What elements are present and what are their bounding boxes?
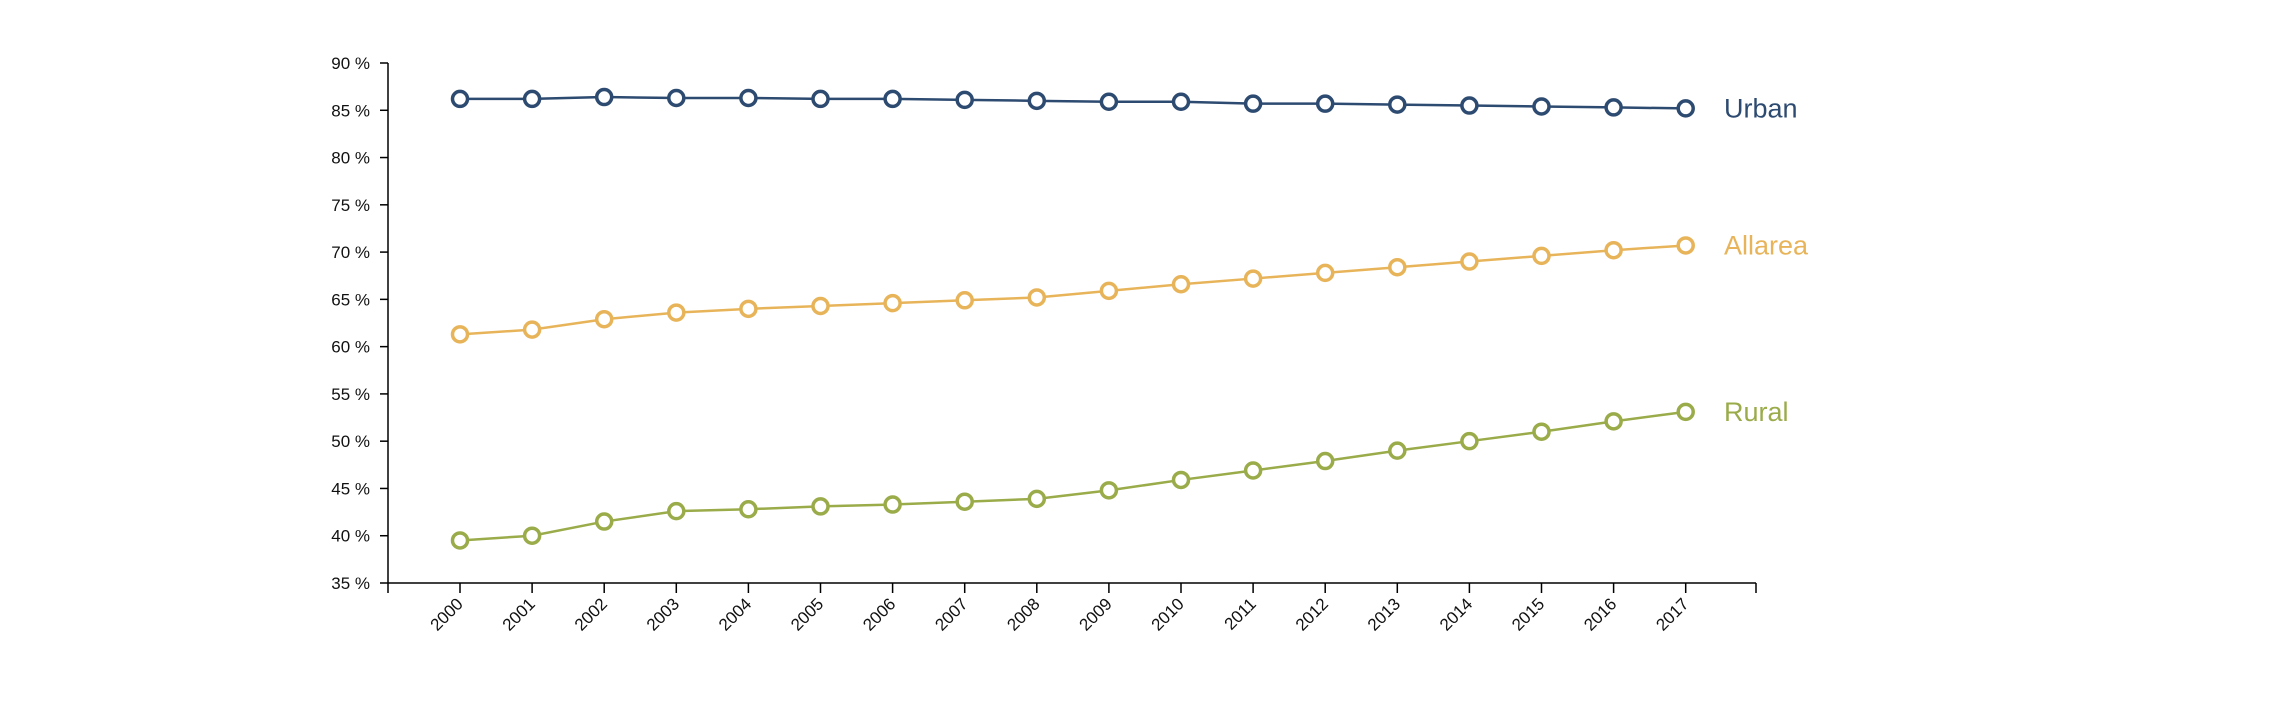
data-point-rural xyxy=(1099,481,1119,500)
y-tick-label: 45 % xyxy=(331,479,370,498)
data-point-allarea xyxy=(1604,240,1623,260)
x-tick-label: 2009 xyxy=(1076,594,1116,634)
data-point-allarea xyxy=(1460,252,1479,271)
x-tick-label: 2014 xyxy=(1436,594,1476,634)
series-lines xyxy=(459,95,1686,542)
data-point-rural xyxy=(1460,431,1479,451)
y-tick-label: 55 % xyxy=(331,385,370,404)
data-point-allarea xyxy=(1243,269,1263,288)
data-point-urban xyxy=(1388,95,1407,114)
data-point-allarea xyxy=(883,293,902,313)
data-point-urban xyxy=(667,88,686,108)
data-point-rural xyxy=(1315,451,1335,471)
series-label-allarea: Allarea xyxy=(1724,230,1809,260)
data-point-rural xyxy=(522,526,542,545)
data-point-rural xyxy=(1388,441,1407,460)
x-tick-label: 2013 xyxy=(1364,594,1404,634)
data-point-allarea xyxy=(522,320,542,339)
x-tick-label: 2007 xyxy=(931,594,971,634)
y-tick-label: 90 % xyxy=(331,54,370,73)
data-point-rural xyxy=(739,500,758,519)
y-tick-label: 80 % xyxy=(331,149,370,168)
data-point-allarea xyxy=(1099,281,1119,301)
x-tick-label: 2002 xyxy=(571,594,611,634)
data-point-rural xyxy=(883,495,902,514)
series-label-rural: Rural xyxy=(1724,397,1789,427)
series-line-urban xyxy=(460,95,1686,110)
data-point-rural xyxy=(811,497,830,516)
data-point-rural xyxy=(594,512,614,531)
series-line-allarea xyxy=(459,244,1686,336)
data-point-urban xyxy=(1532,97,1551,116)
x-tick-label: 2010 xyxy=(1148,594,1188,634)
series-line-rural xyxy=(459,410,1686,542)
data-point-rural xyxy=(450,531,470,550)
data-point-allarea xyxy=(1171,274,1191,294)
data-point-rural xyxy=(1532,422,1551,441)
x-tick-label: 2008 xyxy=(1003,594,1043,634)
x-tick-label: 2005 xyxy=(787,594,827,634)
series-labels: Urban Allarea Rural xyxy=(1724,93,1809,426)
x-tick-label: 2017 xyxy=(1652,594,1692,634)
x-axis: 2000 2001 2002 2003 2004 2005 2006 2007 2008 2009… xyxy=(387,582,1757,635)
y-tick-label: 75 % xyxy=(331,196,370,215)
data-point-urban xyxy=(522,89,542,109)
data-point-urban xyxy=(883,89,902,109)
data-point-allarea xyxy=(594,309,614,329)
data-point-urban xyxy=(955,90,974,110)
data-point-urban xyxy=(1315,94,1335,113)
x-tick-label: 2006 xyxy=(859,594,899,634)
y-tick-label: 60 % xyxy=(331,338,370,357)
data-point-urban xyxy=(594,87,614,107)
data-point-urban xyxy=(450,89,470,109)
data-point-rural xyxy=(1604,412,1623,431)
y-tick-label: 40 % xyxy=(331,527,370,546)
series-label-urban: Urban xyxy=(1724,93,1798,123)
data-point-allarea xyxy=(1388,257,1407,277)
data-point-allarea xyxy=(450,325,470,344)
data-point-rural xyxy=(667,501,686,521)
data-point-allarea xyxy=(1532,246,1551,266)
data-point-urban xyxy=(1099,92,1119,112)
y-tick-label: 65 % xyxy=(331,290,370,309)
data-point-urban xyxy=(739,88,758,108)
data-point-urban xyxy=(1676,99,1695,118)
x-tick-label: 2001 xyxy=(499,594,539,634)
y-axis: 35 % 40 % 45 % 50 % 55 % 60 % 65 % 70 % 75 % 80 %… xyxy=(331,54,389,593)
x-tick-label: 2016 xyxy=(1580,594,1620,634)
data-point-rural xyxy=(1676,402,1695,422)
data-point-allarea xyxy=(1676,236,1695,255)
x-tick-label: 2003 xyxy=(643,594,683,634)
data-point-rural xyxy=(1027,489,1047,509)
y-tick-label: 35 % xyxy=(331,574,370,593)
x-tick-label: 2015 xyxy=(1508,594,1548,634)
data-point-allarea xyxy=(1027,288,1047,307)
data-point-allarea xyxy=(1315,263,1335,283)
data-point-urban xyxy=(1460,96,1479,115)
data-point-rural xyxy=(1243,461,1263,480)
series-points xyxy=(450,87,1695,550)
data-point-urban xyxy=(1027,91,1047,111)
data-point-rural xyxy=(955,492,974,511)
data-point-allarea xyxy=(667,303,686,322)
x-tick-label: 2012 xyxy=(1292,594,1332,634)
data-point-urban xyxy=(1243,94,1263,113)
data-point-urban xyxy=(1171,92,1191,112)
y-tick-label: 85 % xyxy=(331,101,370,120)
y-tick-label: 50 % xyxy=(331,432,370,451)
data-point-urban xyxy=(811,89,830,109)
x-tick-label: 2011 xyxy=(1221,594,1260,633)
x-tick-label: 2004 xyxy=(715,594,755,634)
data-point-allarea xyxy=(955,291,974,310)
y-tick-label: 70 % xyxy=(331,243,370,262)
x-tick-label: 2000 xyxy=(427,594,467,634)
data-point-urban xyxy=(1604,98,1623,117)
data-point-rural xyxy=(1171,470,1191,490)
data-point-allarea xyxy=(739,299,758,319)
data-point-allarea xyxy=(811,296,830,316)
